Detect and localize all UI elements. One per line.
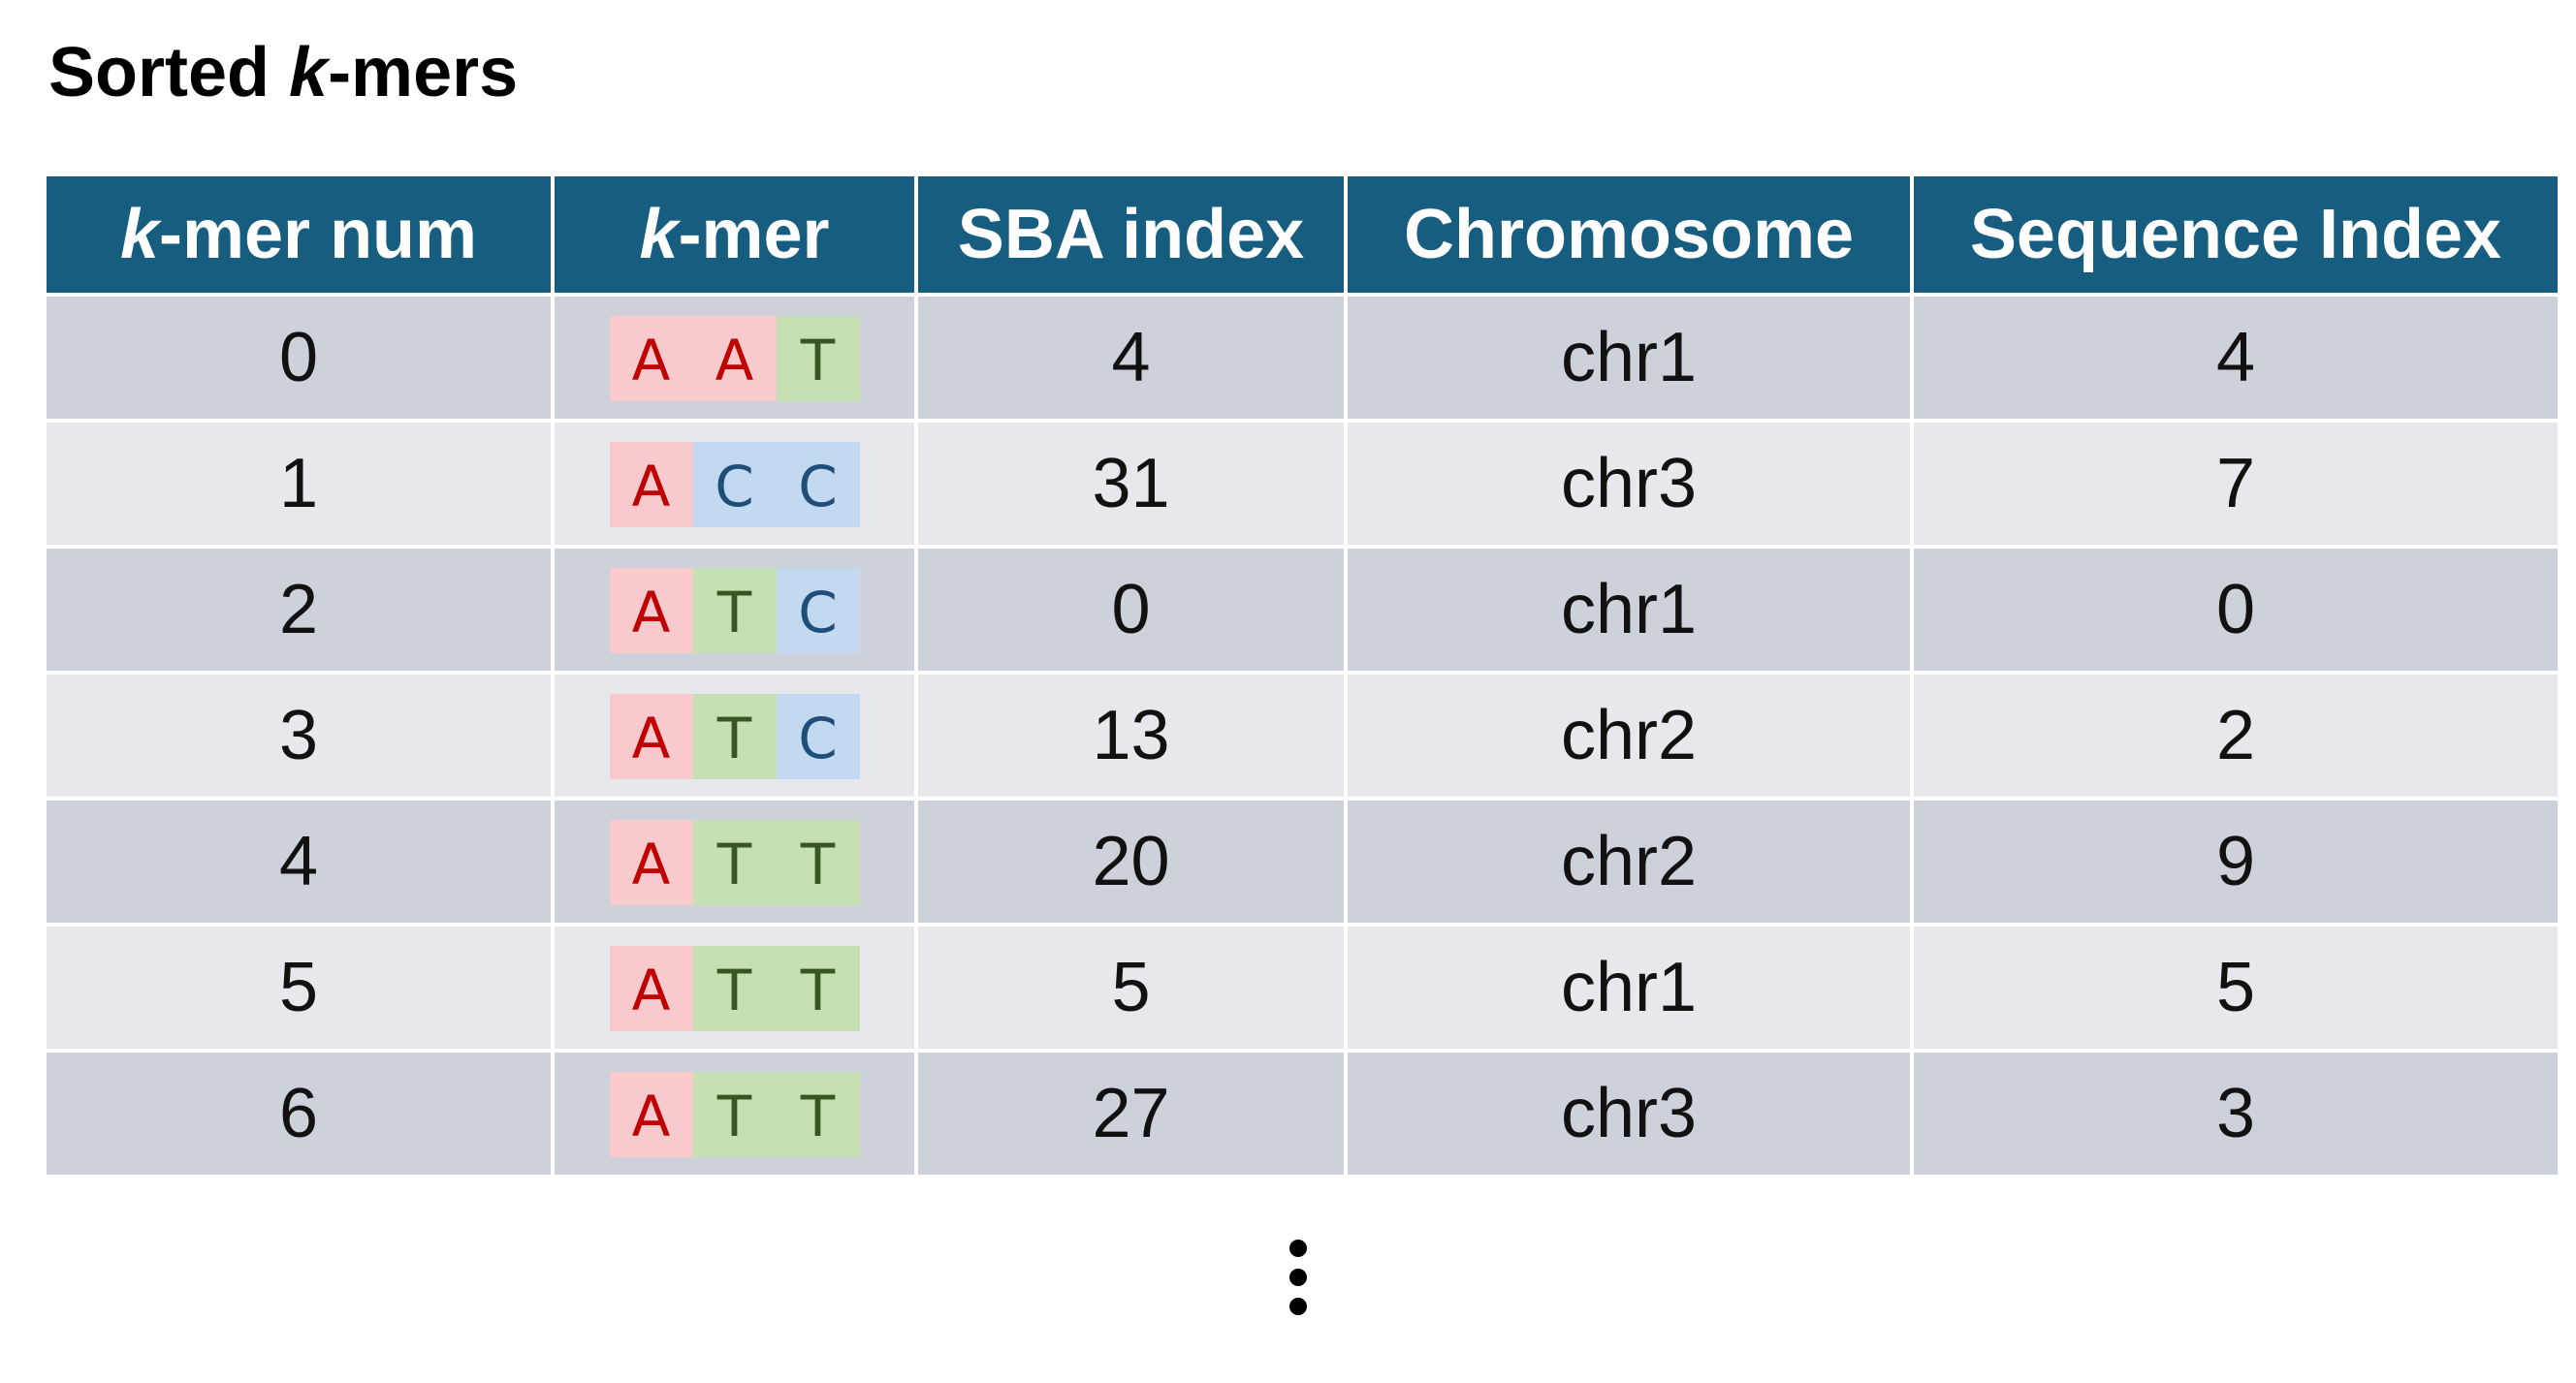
header-kmer: k-mer	[551, 176, 918, 297]
title-italic-k: k	[289, 34, 329, 111]
kmer-num-cell: 6	[47, 1049, 555, 1175]
chromosome-cell: chr1	[1344, 293, 1914, 423]
nucleotide-base: T	[776, 1071, 860, 1157]
sba-index-cell: 0	[914, 545, 1348, 675]
nucleotide-base: A	[609, 441, 693, 527]
kmer-num-cell: 3	[47, 671, 555, 801]
nucleotide-base: C	[776, 693, 860, 779]
title-prefix: Sorted	[48, 34, 290, 111]
nucleotide-base: A	[609, 1071, 693, 1157]
sequence-index-cell: 4	[1910, 293, 2558, 423]
kmer-num-cell: 2	[47, 545, 555, 675]
header-sequence-index-label: Sequence Index	[1969, 196, 2502, 273]
nucleotide-base: T	[692, 567, 777, 653]
header-kmer-num-italic: k	[119, 196, 159, 273]
sba-index-cell: 13	[914, 671, 1348, 801]
ellipsis-dot	[1289, 1298, 1307, 1315]
header-kmer-num: k-mer num	[47, 176, 555, 297]
sba-index-cell: 31	[914, 419, 1348, 549]
sequence-index-cell: 3	[1910, 1049, 2558, 1175]
ellipsis-dot	[1289, 1269, 1307, 1286]
nucleotide-base: A	[609, 315, 693, 401]
sequence-index-cell: 0	[1910, 545, 2558, 675]
nucleotide-base: T	[776, 819, 860, 905]
sba-index-cell: 27	[914, 1049, 1348, 1175]
page-title: Sorted k-mers	[48, 29, 518, 116]
sequence-index-cell: 9	[1910, 797, 2558, 927]
chromosome-cell: chr2	[1344, 797, 1914, 927]
sba-index-cell: 20	[914, 797, 1348, 927]
header-row: k-mer num k-mer SBA index Chromosome Seq…	[47, 176, 2558, 297]
nucleotide-base: T	[776, 315, 860, 401]
title-suffix: -mers	[328, 34, 519, 111]
kmer-num-cell: 5	[47, 923, 555, 1053]
header-sequence-index: Sequence Index	[1910, 176, 2558, 297]
sequence-index-cell: 5	[1910, 923, 2558, 1053]
nucleotide-base: C	[692, 441, 777, 527]
kmer-num-cell: 4	[47, 797, 555, 927]
nucleotide-base: A	[609, 693, 693, 779]
sorted-kmers-table: k-mer num k-mer SBA index Chromosome Seq…	[47, 176, 2558, 1175]
chromosome-cell: chr3	[1344, 1049, 1914, 1175]
header-chromosome: Chromosome	[1344, 176, 1914, 297]
header-sba-index: SBA index	[914, 176, 1348, 297]
sba-index-cell: 4	[914, 293, 1348, 423]
nucleotide-base: C	[776, 567, 860, 653]
header-chromosome-label: Chromosome	[1403, 196, 1855, 273]
kmer-num-cell: 1	[47, 419, 555, 549]
nucleotide-base: A	[692, 315, 777, 401]
ellipsis-dot	[1289, 1240, 1307, 1257]
nucleotide-base: T	[692, 1071, 777, 1157]
header-kmer-italic: k	[639, 196, 679, 273]
chromosome-cell: chr1	[1344, 545, 1914, 675]
nucleotide-base: T	[692, 819, 777, 905]
nucleotide-base: T	[692, 945, 777, 1031]
header-kmer-label: -mer	[678, 196, 830, 273]
kmer-num-cell: 0	[47, 293, 555, 423]
nucleotide-base: A	[609, 819, 693, 905]
nucleotide-base: T	[692, 693, 777, 779]
nucleotide-base: T	[776, 945, 860, 1031]
chromosome-cell: chr1	[1344, 923, 1914, 1053]
header-sba-index-label: SBA index	[957, 196, 1305, 273]
nucleotide-base: A	[609, 945, 693, 1031]
chromosome-cell: chr3	[1344, 419, 1914, 549]
nucleotide-base: A	[609, 567, 693, 653]
sequence-index-cell: 7	[1910, 419, 2558, 549]
sequence-index-cell: 2	[1910, 671, 2558, 801]
sba-index-cell: 5	[914, 923, 1348, 1053]
header-kmer-num-label: -mer num	[159, 196, 478, 273]
chromosome-cell: chr2	[1344, 671, 1914, 801]
nucleotide-base: C	[776, 441, 860, 527]
vertical-ellipsis-icon	[1280, 1236, 1319, 1323]
